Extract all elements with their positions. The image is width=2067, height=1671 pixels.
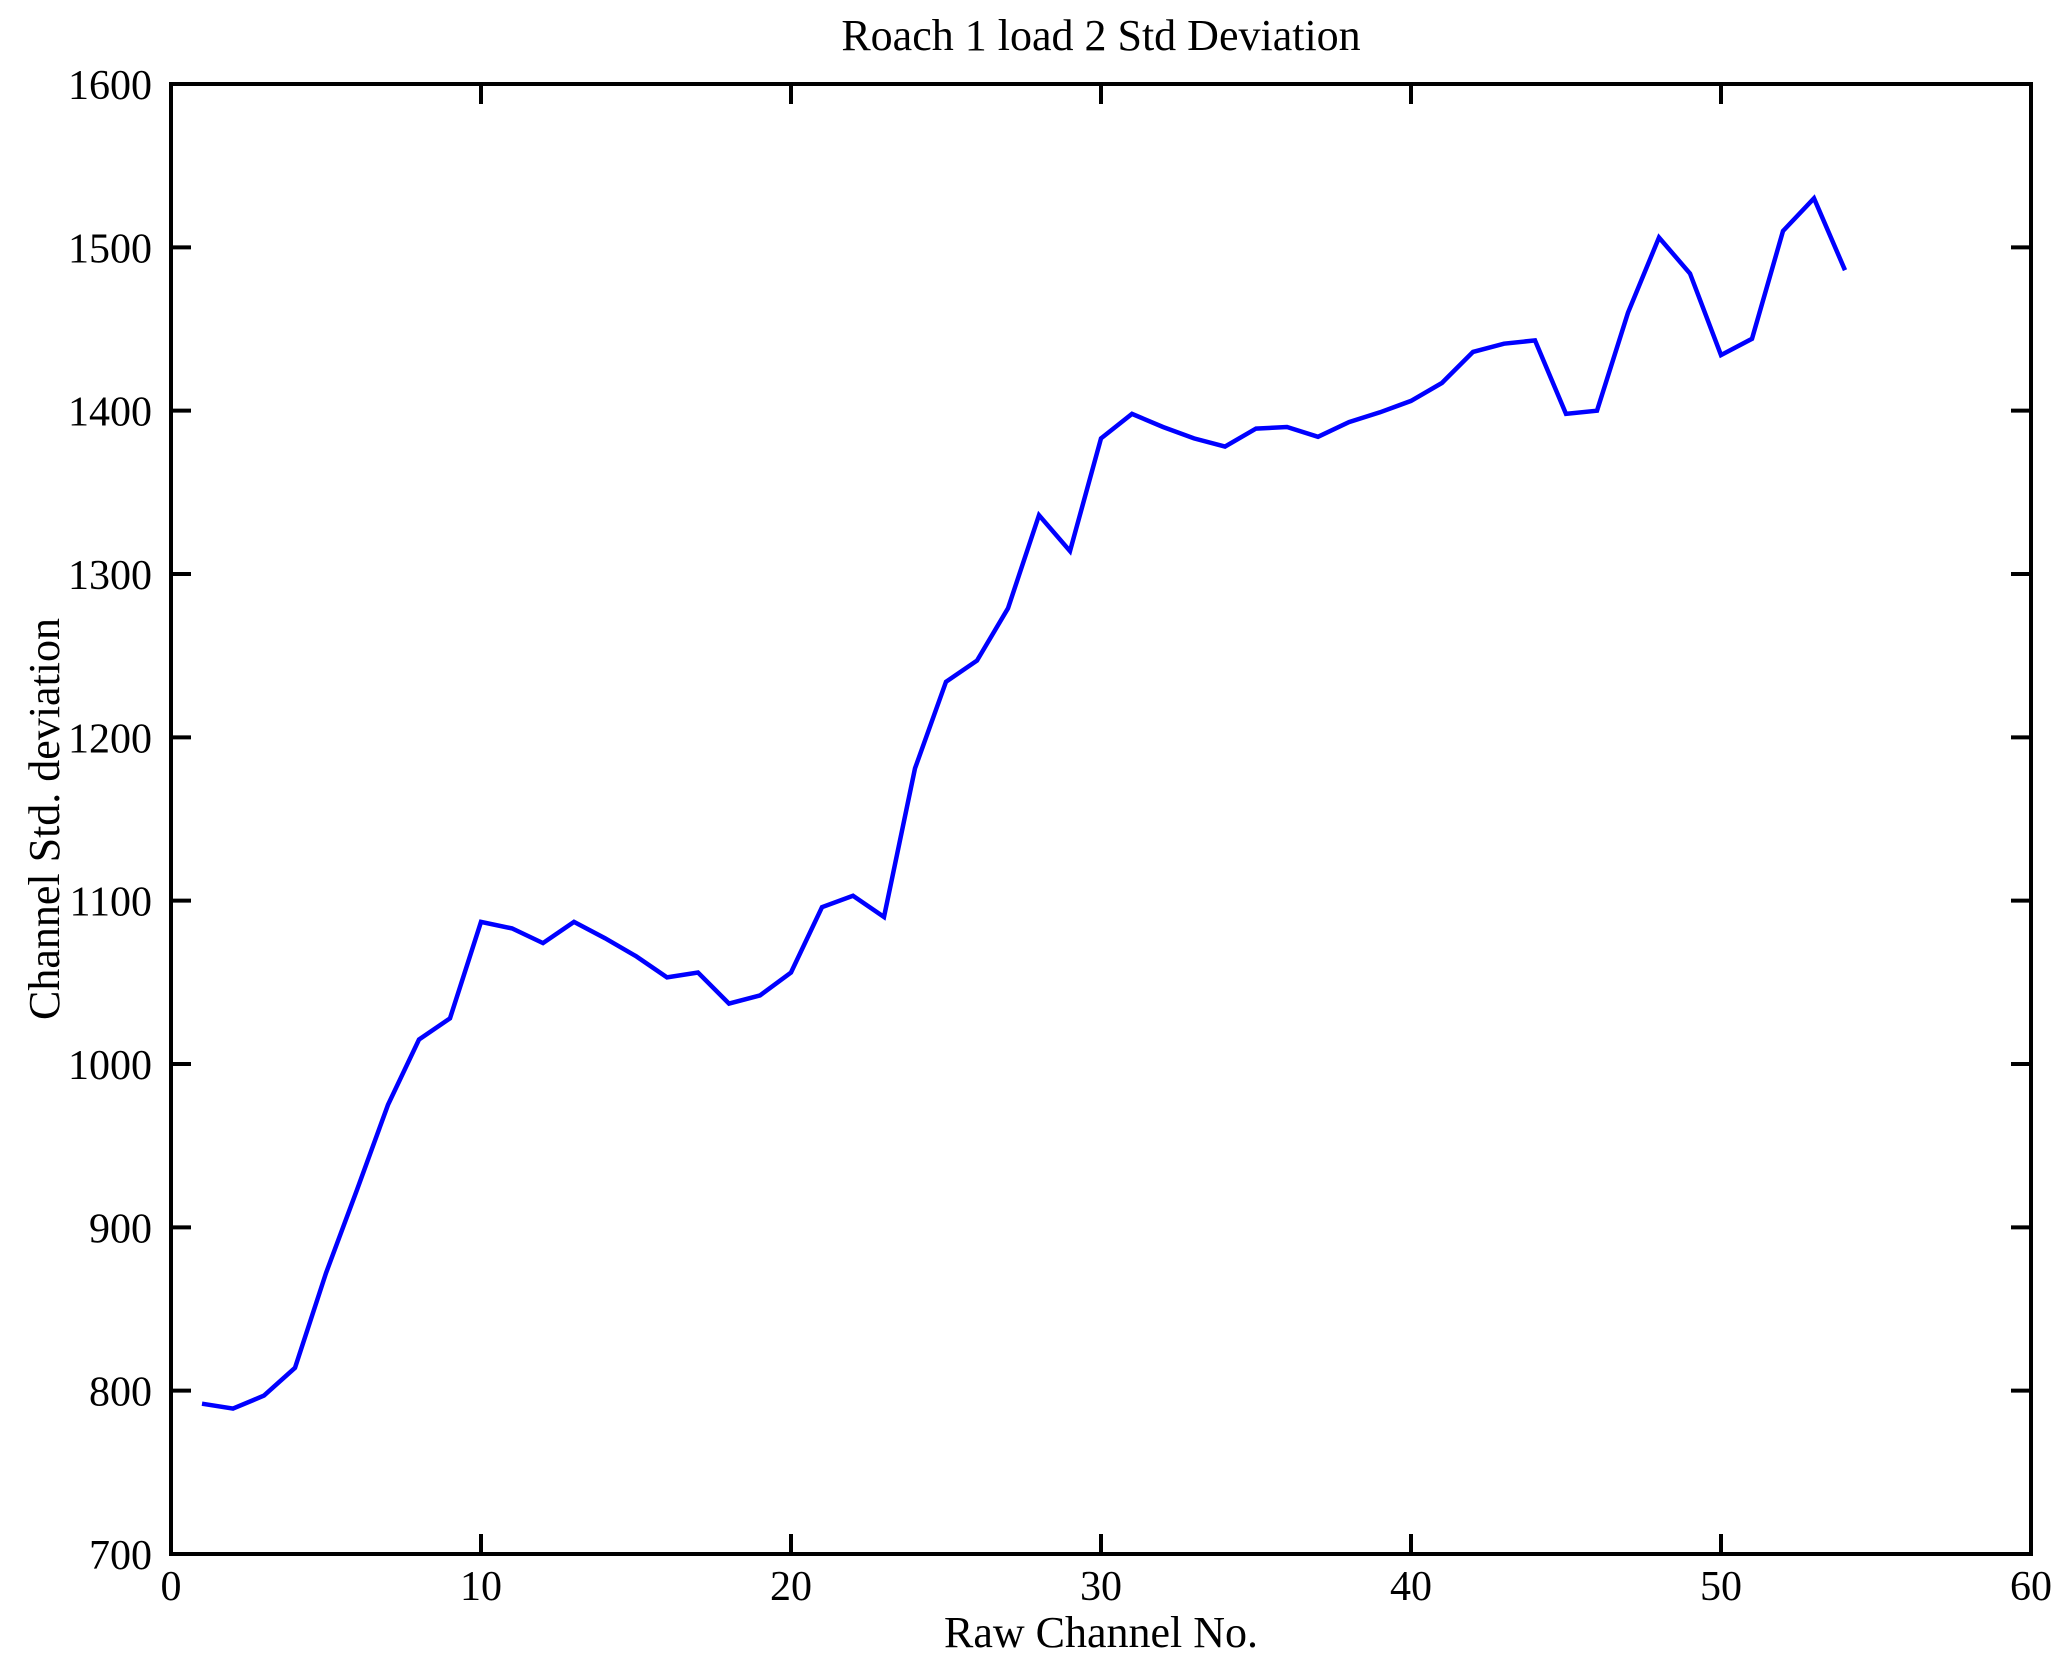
x-tick-label: 60 bbox=[2010, 1564, 2052, 1610]
y-tick-label: 1200 bbox=[68, 716, 152, 762]
chart-title: Roach 1 load 2 Std Deviation bbox=[841, 11, 1361, 60]
x-tick-label: 10 bbox=[460, 1564, 502, 1610]
y-tick-label: 1100 bbox=[70, 880, 152, 926]
y-tick-label: 1000 bbox=[68, 1043, 152, 1089]
y-tick-label: 800 bbox=[89, 1370, 152, 1416]
y-axis-label: Channel Std. deviation bbox=[20, 617, 69, 1021]
y-tick-label: 1300 bbox=[68, 553, 152, 599]
x-axis-label: Raw Channel No. bbox=[943, 1608, 1259, 1657]
y-tick-label: 1600 bbox=[68, 63, 152, 109]
x-tick-label: 0 bbox=[161, 1564, 182, 1610]
plot-box bbox=[169, 82, 2033, 1556]
data-line-series bbox=[201, 194, 1848, 1411]
x-tick-label: 50 bbox=[1700, 1564, 1742, 1610]
x-tick-label: 20 bbox=[770, 1564, 812, 1610]
x-tick-label: 30 bbox=[1080, 1564, 1122, 1610]
x-tick-label: 40 bbox=[1390, 1564, 1432, 1610]
y-tick-label: 1400 bbox=[68, 390, 152, 436]
y-tick-label: 1500 bbox=[68, 226, 152, 272]
y-tick-label: 700 bbox=[89, 1533, 152, 1579]
y-tick-label: 900 bbox=[89, 1206, 152, 1252]
